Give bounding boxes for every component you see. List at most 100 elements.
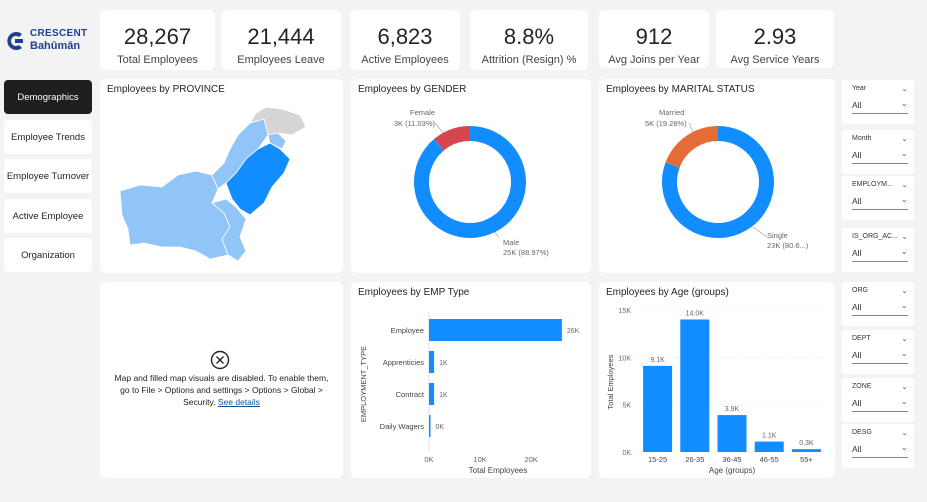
slicer-title: ORG xyxy=(852,287,868,294)
age-chart-card: Employees by Age (groups) 0K 5K 10K 15K 9.1K… xyxy=(599,282,835,478)
emp-type-chart-title: Employees by EMP Type xyxy=(358,287,470,298)
dropdown-arrow-icon[interactable]: ⌄ xyxy=(900,442,908,452)
slicer-dept[interactable]: DEPT ⌄ All ⌄ xyxy=(842,330,914,374)
donut-slice-male[interactable] xyxy=(414,126,526,238)
slicer-month[interactable]: Month ⌄ All ⌄ xyxy=(842,130,914,174)
slicer-is-org-active[interactable]: IS_ORG_AC... ⌄ All ⌄ xyxy=(842,228,914,272)
slicer-year[interactable]: Year ⌄ All ⌄ xyxy=(842,80,914,124)
slicer-value[interactable]: All xyxy=(852,350,862,360)
chevron-down-icon[interactable]: ⌄ xyxy=(901,180,908,189)
kpi-label: Attrition (Resign) % xyxy=(481,54,577,66)
bar[interactable] xyxy=(429,383,435,405)
data-label: 26K xyxy=(567,328,580,335)
bar[interactable] xyxy=(791,449,821,452)
slicer-value[interactable]: All xyxy=(852,196,862,206)
bar[interactable] xyxy=(754,441,784,452)
marital-single-label: Single xyxy=(767,231,788,240)
chevron-down-icon[interactable]: ⌄ xyxy=(901,428,908,437)
slicer-underline xyxy=(852,363,908,364)
slicer-underline xyxy=(852,457,908,458)
slicer-title: DEPT xyxy=(852,335,871,342)
crescent-logo-icon xyxy=(7,32,23,50)
slicer-value[interactable]: All xyxy=(852,398,862,408)
marital-chart-card: Employees by MARITAL STATUS Married 5K (… xyxy=(599,79,835,273)
close-circle-icon xyxy=(210,350,230,370)
nav-employee-trends[interactable]: Employee Trends xyxy=(4,120,92,154)
kpi-value: 6,823 xyxy=(377,24,433,49)
chevron-down-icon[interactable]: ⌄ xyxy=(901,382,908,391)
category-label: Daily Wagers xyxy=(380,422,425,431)
bar[interactable] xyxy=(429,415,431,437)
province-map[interactable] xyxy=(100,79,343,273)
kpi-card-avg-joins: 912 Avg Joins per Year xyxy=(599,10,709,68)
kpi-value: 28,267 xyxy=(123,24,192,49)
x-tick-label: 20K xyxy=(525,455,538,464)
map-disabled-card: Map and filled map visuals are disabled.… xyxy=(100,282,343,478)
donut-slice-female[interactable] xyxy=(434,126,470,151)
slicer-value[interactable]: All xyxy=(852,444,862,454)
slicer-value[interactable]: All xyxy=(852,150,862,160)
nav-demographics[interactable]: Demographics xyxy=(4,80,92,114)
x-axis-title: Total Employees xyxy=(469,466,528,475)
slicer-underline xyxy=(852,261,908,262)
dropdown-arrow-icon[interactable]: ⌄ xyxy=(900,300,908,310)
gender-male-value: 25K (88.97%) xyxy=(503,248,549,257)
bar[interactable] xyxy=(429,319,562,341)
map-region-sindh xyxy=(211,198,247,262)
nav-employee-turnover[interactable]: Employee Turnover xyxy=(4,159,92,193)
bar[interactable] xyxy=(717,415,747,452)
x-tick-label: 0K xyxy=(424,455,433,464)
dropdown-arrow-icon[interactable]: ⌄ xyxy=(900,246,908,256)
marital-married-label: Married xyxy=(659,108,684,117)
bar[interactable] xyxy=(680,319,710,452)
slicer-value[interactable]: All xyxy=(852,302,862,312)
x-axis-title: Age (groups) xyxy=(709,466,756,475)
slicer-underline xyxy=(852,163,908,164)
kpi-card-active-employees: 6,823 Active Employees xyxy=(350,10,460,70)
kpi-value: 2.93 xyxy=(753,24,797,49)
donut-slice-married[interactable] xyxy=(665,126,718,168)
dropdown-arrow-icon[interactable]: ⌄ xyxy=(900,148,908,158)
logo: CRESCENT Bahūmān xyxy=(4,26,96,60)
kpi-label: Employees Leave xyxy=(237,54,325,66)
map-disabled-message: Map and filled map visuals are disabled.… xyxy=(114,372,329,408)
logo-line1: CRESCENT xyxy=(30,28,88,39)
bar[interactable] xyxy=(429,351,435,373)
chevron-down-icon[interactable]: ⌄ xyxy=(901,286,908,295)
kpi-label: Avg Joins per Year xyxy=(608,54,700,66)
slicer-desg[interactable]: DESG ⌄ All ⌄ xyxy=(842,424,914,468)
dropdown-arrow-icon[interactable]: ⌄ xyxy=(900,348,908,358)
nav-active-employee[interactable]: Active Employee xyxy=(4,199,92,233)
slicer-underline xyxy=(852,315,908,316)
map-disabled-text: Map and filled map visuals are disabled.… xyxy=(114,373,329,407)
chevron-down-icon[interactable]: ⌄ xyxy=(901,334,908,343)
slicer-zone[interactable]: ZONE ⌄ All ⌄ xyxy=(842,378,914,422)
slicer-org[interactable]: ORG ⌄ All ⌄ xyxy=(842,282,914,326)
slicer-title: DESG xyxy=(852,429,872,436)
y-axis-title: EMPLOYMENT_TYPE xyxy=(359,346,368,422)
chevron-down-icon[interactable]: ⌄ xyxy=(901,134,908,143)
chevron-down-icon[interactable]: ⌄ xyxy=(901,84,908,93)
bar[interactable] xyxy=(643,365,673,452)
kpi-card-total-employees: 28,267 Total Employees xyxy=(100,10,215,70)
slicer-title: IS_ORG_AC... xyxy=(852,233,898,240)
map-region-punjab xyxy=(225,142,291,216)
gender-chart-title: Employees by GENDER xyxy=(358,84,467,95)
slicer-value[interactable]: All xyxy=(852,248,862,258)
chevron-down-icon[interactable]: ⌄ xyxy=(901,232,908,241)
see-details-link[interactable]: See details xyxy=(217,397,260,407)
kpi-label: Total Employees xyxy=(117,54,198,66)
map-title: Employees by PROVINCE xyxy=(107,84,225,95)
age-chart-title: Employees by Age (groups) xyxy=(606,287,729,298)
slicer-employment[interactable]: EMPLOYM... ⌄ All ⌄ xyxy=(842,176,914,220)
age-bar-chart: 0K 5K 10K 15K 9.1K 15-25 14.0K 26-35 3.9K 36-45 1.… xyxy=(606,308,825,475)
dropdown-arrow-icon[interactable]: ⌄ xyxy=(900,194,908,204)
x-tick-label: 46-55 xyxy=(760,455,779,464)
dropdown-arrow-icon[interactable]: ⌄ xyxy=(900,98,908,108)
map-region-kashmir xyxy=(267,132,287,150)
nav-organization[interactable]: Organization xyxy=(4,238,92,272)
y-tick-label: 0K xyxy=(622,450,631,457)
slicer-value[interactable]: All xyxy=(852,100,862,110)
data-label: 9.1K xyxy=(650,357,665,364)
dropdown-arrow-icon[interactable]: ⌄ xyxy=(900,396,908,406)
